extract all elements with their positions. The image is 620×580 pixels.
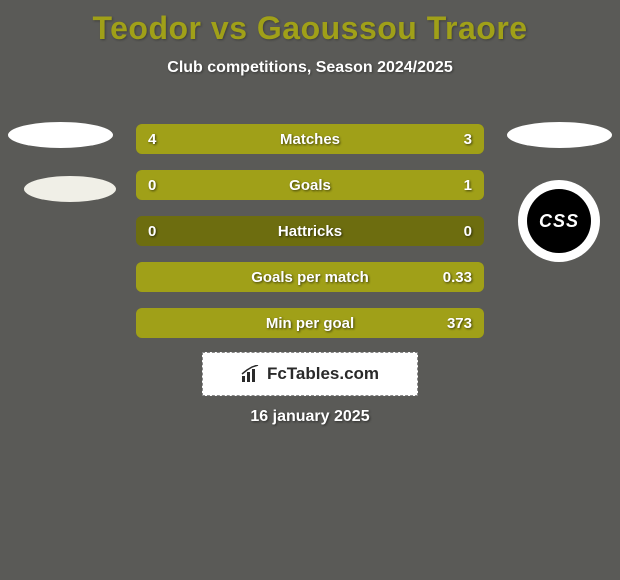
stat-label: Min per goal	[136, 308, 484, 338]
stat-value-right: 373	[447, 308, 472, 338]
stat-value-right: 3	[464, 124, 472, 154]
stat-label: Goals	[136, 170, 484, 200]
stat-row: 0Hattricks0	[136, 216, 484, 246]
team-right-badge-2: CSS	[518, 180, 600, 262]
team-right-logo: CSS	[527, 189, 591, 253]
team-left-badge-2	[24, 176, 116, 202]
stat-value-right: 0.33	[443, 262, 472, 292]
stat-value-right: 1	[464, 170, 472, 200]
stat-label: Goals per match	[136, 262, 484, 292]
team-left-badge-1	[8, 122, 113, 148]
date-label: 16 january 2025	[0, 408, 620, 426]
team-right-badge-1	[507, 122, 612, 148]
stat-row: Min per goal373	[136, 308, 484, 338]
stat-label: Matches	[136, 124, 484, 154]
stat-row: 0Goals1	[136, 170, 484, 200]
page-title: Teodor vs Gaoussou Traore	[0, 0, 620, 47]
stat-bars: 4Matches30Goals10Hattricks0Goals per mat…	[136, 124, 484, 354]
subtitle: Club competitions, Season 2024/2025	[0, 59, 620, 77]
stat-row: 4Matches3	[136, 124, 484, 154]
stat-label: Hattricks	[136, 216, 484, 246]
chart-icon	[241, 365, 263, 383]
footer-logo-text: FcTables.com	[267, 364, 379, 384]
footer-logo-box: FcTables.com	[202, 352, 418, 396]
stat-row: Goals per match0.33	[136, 262, 484, 292]
stat-value-right: 0	[464, 216, 472, 246]
